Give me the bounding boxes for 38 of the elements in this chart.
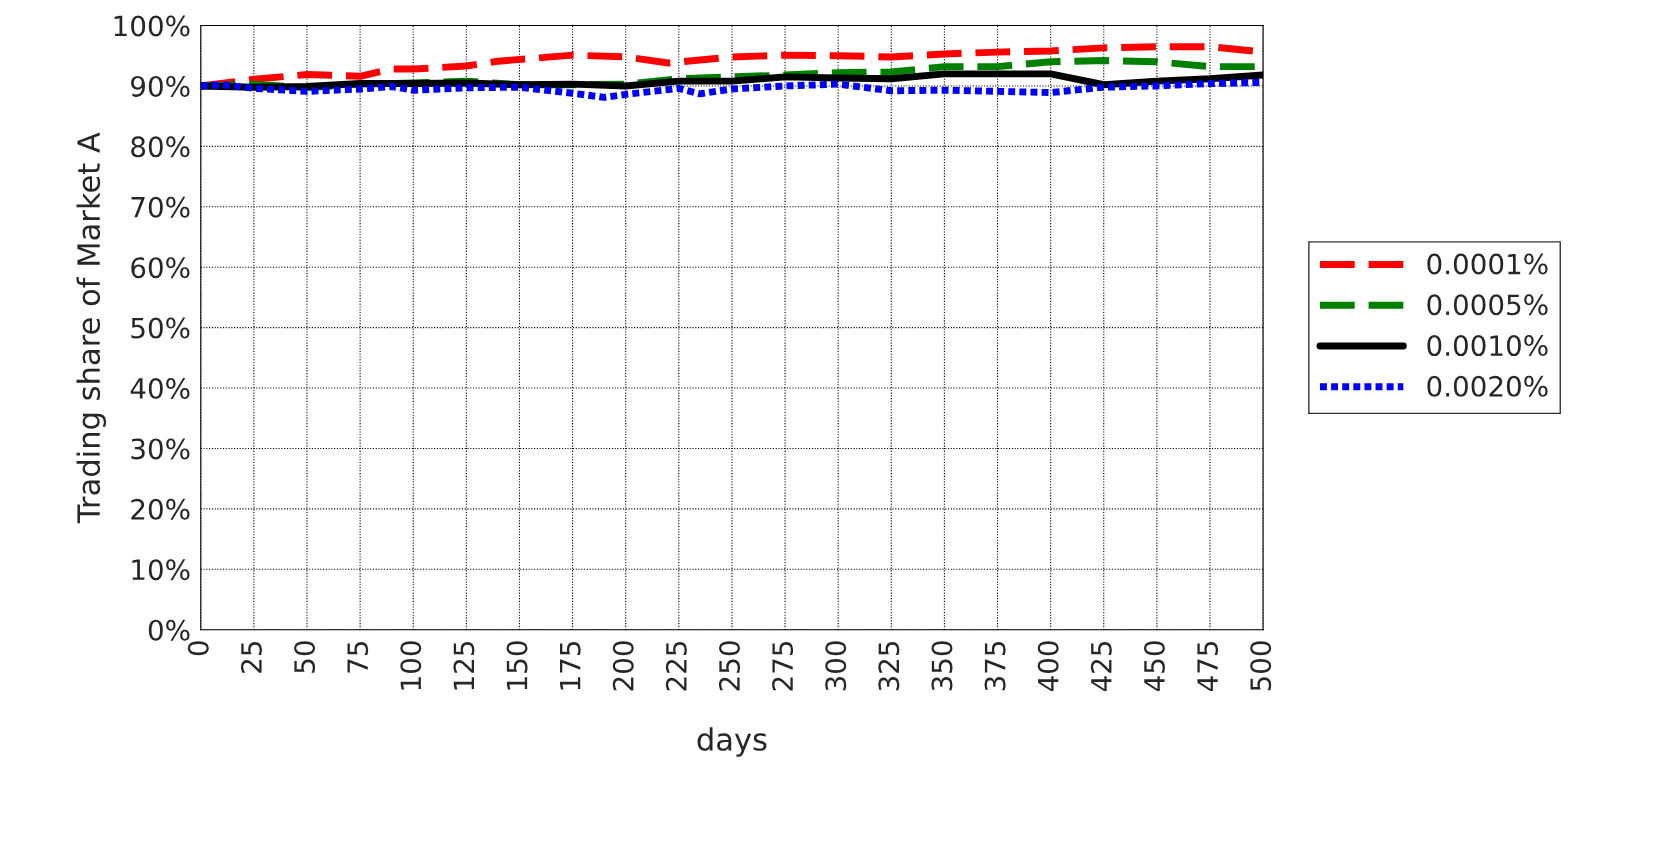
x-tick-label: 75 — [347, 641, 369, 673]
x-tick-label: 175 — [560, 641, 581, 690]
x-tick-label: 500 — [1250, 641, 1272, 691]
x-tick-label: 0 — [187, 641, 209, 656]
y-tick-label: 10% — [132, 559, 190, 581]
x-tick-label: 200 — [612, 641, 634, 691]
x-tick-label: 150 — [506, 641, 528, 690]
y-tick-label: 20% — [131, 498, 190, 520]
x-tick-label: 325 — [878, 641, 900, 691]
y-tick-label: 60% — [131, 257, 190, 279]
y-tick-label: 30% — [131, 438, 190, 460]
y-tick-label: 0% — [148, 619, 190, 641]
legend-label: 0.0005% — [1427, 294, 1548, 316]
x-tick-label: 25 — [240, 641, 262, 673]
legend-label: 0.0010% — [1427, 335, 1548, 357]
x-tick-label: 400 — [1037, 641, 1059, 692]
x-tick-label: 350 — [931, 641, 953, 691]
x-tick-label: 375 — [984, 641, 1006, 691]
x-tick-label: 125 — [453, 641, 475, 690]
y-tick-label: 100% — [114, 15, 190, 37]
x-tick-label: 450 — [1143, 641, 1165, 692]
y-axis-title: Trading share of Market A — [76, 132, 107, 524]
x-tick-label: 300 — [825, 641, 847, 691]
y-tick-label: 40% — [130, 377, 190, 399]
x-tick-label: 425 — [1090, 641, 1112, 692]
x-tick-label: 275 — [772, 641, 794, 691]
x-tick-label: 50 — [294, 641, 316, 673]
x-axis-title: days — [697, 727, 767, 757]
legend-label: 0.0020% — [1427, 375, 1548, 397]
x-tick-label: 100 — [400, 641, 422, 690]
y-tick-label: 90% — [131, 75, 190, 97]
y-tick-label: 70% — [131, 196, 190, 218]
x-tick-label: 250 — [718, 641, 740, 691]
y-tick-label: 80% — [131, 136, 190, 158]
legend-label: 0.0001% — [1427, 253, 1548, 275]
x-tick-label: 225 — [665, 641, 687, 691]
x-tick-label: 475 — [1197, 641, 1219, 692]
y-tick-label: 50% — [131, 317, 190, 339]
